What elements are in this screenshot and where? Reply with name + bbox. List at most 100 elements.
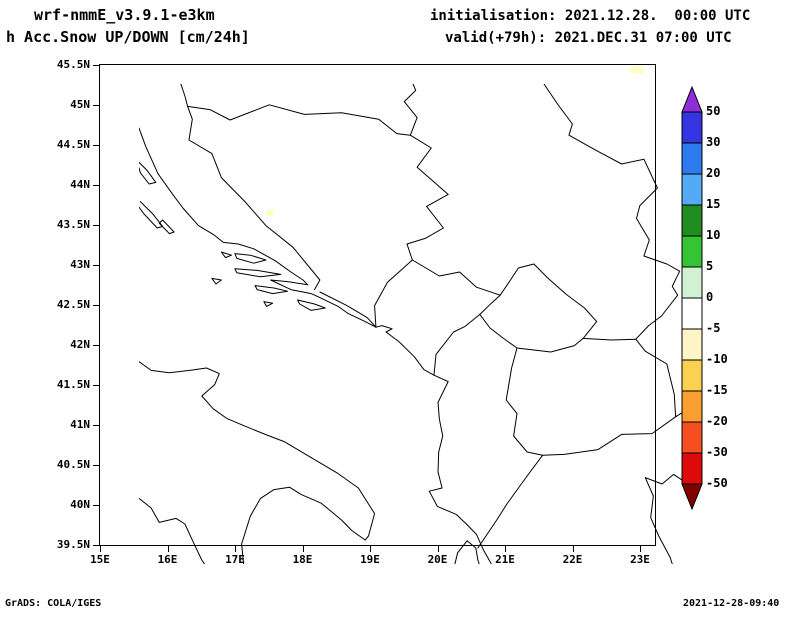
border-serbia-romania-bulgaria (544, 84, 680, 339)
colorbar-segment (681, 359, 703, 392)
colorbar-arrow-up (681, 85, 703, 113)
snow-field-patch (266, 210, 274, 216)
init-label: initialisation: 2021.12.28. 00:00 UTC (430, 8, 751, 24)
lon-tick-mark (572, 545, 574, 552)
colorbar-level-label: 30 (706, 135, 721, 149)
island-pag (139, 162, 156, 184)
colorbar-segment (681, 328, 703, 361)
colorbar-level-label: -50 (706, 476, 728, 490)
island-brac (234, 254, 265, 264)
border-bosnia-west (187, 106, 319, 289)
island-dugi-otok (139, 202, 163, 228)
border-albania-greece (477, 455, 542, 548)
colorbar-segment (681, 297, 703, 330)
island-korcula (255, 286, 287, 294)
map-frame (99, 64, 656, 546)
lat-tick-mark (93, 225, 100, 226)
border-croatia-slovenia (180, 84, 187, 106)
lat-tick-mark (93, 465, 100, 466)
island-vis (211, 278, 220, 284)
island-kornati (159, 220, 174, 234)
lat-tick-label: 44.5N (56, 138, 90, 151)
colorbar-level-label: 10 (706, 228, 721, 242)
lon-tick-mark (437, 545, 439, 552)
colorbar-segment (681, 142, 703, 175)
lat-tick-mark (93, 185, 100, 186)
border-macedonia-bulgaria (635, 339, 675, 417)
lat-tick-mark (93, 105, 100, 106)
lon-tick-label: 18E (292, 553, 313, 566)
colorbar-level-label: -10 (706, 352, 728, 366)
border-macedonia-albania (506, 348, 542, 455)
border-kosovo (479, 264, 596, 352)
lat-tick-mark (93, 385, 100, 386)
model-title: wrf-nmmE_v3.9.1-e3km (34, 6, 215, 24)
coastline-italy-adriatic (139, 362, 375, 564)
lon-tick-label: 21E (495, 553, 515, 566)
coastline-italy-tyrrhenian (139, 498, 204, 564)
lon-tick-label: 19E (360, 553, 380, 566)
colorbar-segment (681, 111, 703, 144)
island-corfu (454, 541, 478, 564)
border-serbia-macedonia (583, 338, 636, 340)
border-macedonia-greece (542, 417, 675, 455)
lat-tick-label: 39.5N (56, 538, 90, 551)
lat-tick-label: 45N (70, 98, 90, 111)
border-montenegro-albania (434, 314, 480, 375)
lon-tick-mark (235, 545, 236, 552)
island-lastovo (263, 302, 272, 307)
lat-tick-label: 41N (70, 418, 90, 431)
colorbar-segment (681, 235, 703, 268)
lat-tick-mark (93, 505, 100, 506)
lat-tick-label: 45.5N (56, 58, 90, 71)
valid-label: valid(+79h): 2021.DEC.31 07:00 UTC (445, 30, 732, 46)
lon-tick-label: 20E (427, 553, 448, 566)
lat-tick-label: 40.5N (56, 458, 90, 471)
border-croatia-serbia (404, 84, 417, 135)
lat-tick-label: 40N (70, 498, 90, 511)
created-timestamp: 2021-12-28-09:40 (683, 598, 780, 609)
lon-tick-label: 17E (225, 553, 245, 566)
colorbar-bar (681, 85, 703, 511)
lat-tick-label: 44N (70, 178, 90, 191)
lon-tick-mark (505, 545, 506, 552)
colorbar-level-label: 50 (706, 104, 721, 118)
colorbar-segment (681, 390, 703, 423)
island-solta (221, 252, 231, 258)
colorbar-segment (681, 421, 703, 454)
lat-tick-label: 42.5N (56, 298, 90, 311)
lat-tick-mark (93, 145, 100, 146)
colorbar (680, 85, 704, 512)
lat-tick-mark (93, 545, 100, 546)
map-geography (139, 84, 694, 564)
colorbar-level-label: -20 (706, 414, 728, 428)
border-croatia-dubrovnik (319, 292, 375, 327)
island-mljet (297, 300, 325, 310)
lat-tick-label: 41.5N (56, 378, 90, 391)
coastline-east-adriatic (139, 128, 491, 564)
lon-tick-label: 15E (90, 553, 110, 566)
lat-tick-mark (93, 305, 100, 306)
border-montenegro-kosovo (479, 295, 499, 314)
lon-tick-mark (167, 545, 169, 552)
colorbar-segment (681, 266, 703, 299)
colorbar-level-label: -30 (706, 445, 728, 459)
lat-tick-label: 43N (70, 258, 90, 271)
snow-field-patch (630, 66, 644, 74)
lat-tick-mark (93, 265, 100, 266)
lat-tick-mark (93, 425, 100, 426)
lon-tick-mark (370, 545, 371, 552)
colorbar-segment (681, 173, 703, 206)
lon-tick-mark (100, 545, 101, 552)
colorbar-segment (681, 204, 703, 237)
colorbar-level-label: 20 (706, 166, 721, 180)
lat-tick-label: 43.5N (56, 218, 90, 231)
lat-tick-mark (93, 345, 100, 346)
lat-tick-mark (93, 65, 100, 66)
colorbar-segment (681, 452, 703, 485)
lon-tick-label: 22E (562, 553, 583, 566)
island-hvar (234, 269, 280, 277)
colorbar-arrow-down (681, 483, 703, 511)
border-bosnia-north-east (187, 105, 448, 327)
